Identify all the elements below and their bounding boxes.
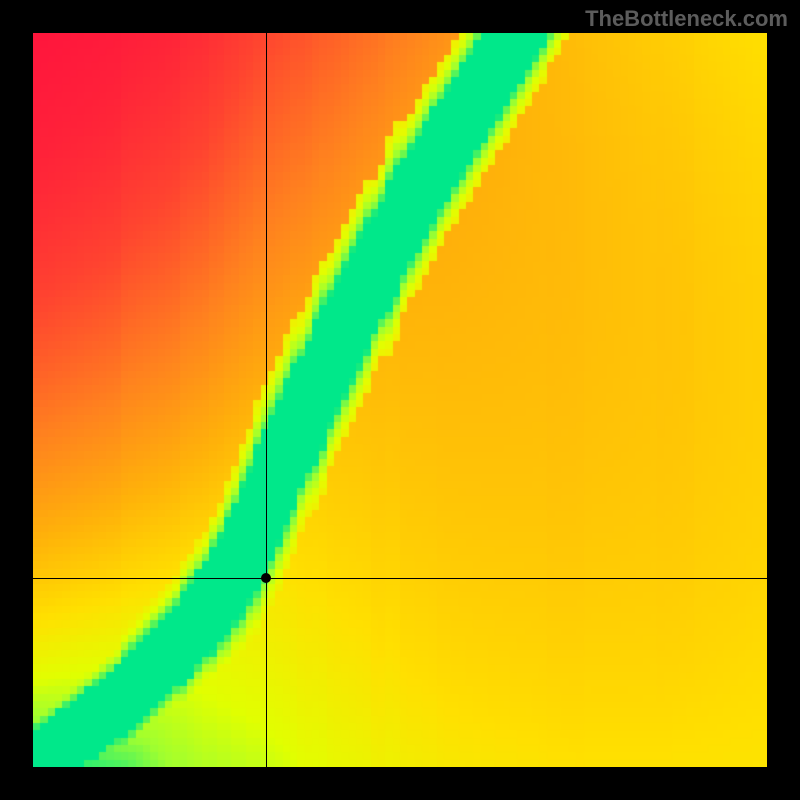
- watermark-text: TheBottleneck.com: [585, 6, 788, 32]
- chart-container: { "watermark": { "text": "TheBottleneck.…: [0, 0, 800, 800]
- heatmap-plot: [33, 33, 767, 767]
- heatmap-canvas: [33, 33, 767, 767]
- crosshair-horizontal: [33, 578, 767, 579]
- crosshair-vertical: [266, 33, 267, 767]
- marker-point: [261, 573, 271, 583]
